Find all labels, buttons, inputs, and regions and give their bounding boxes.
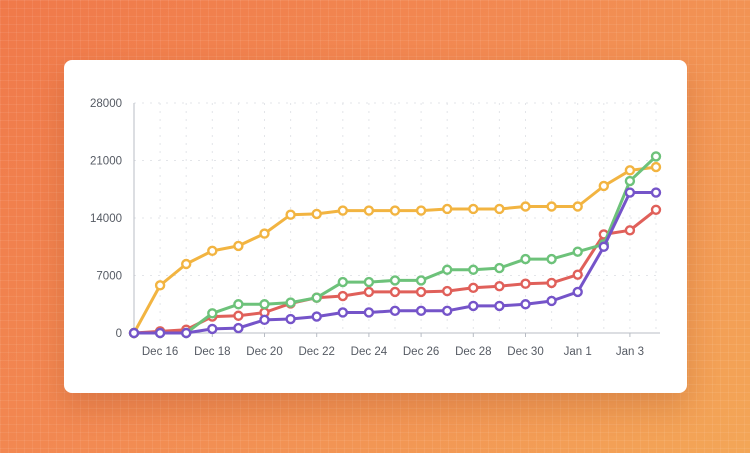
data-point[interactable] xyxy=(180,258,192,270)
data-point[interactable] xyxy=(624,165,636,176)
x-tick-label: Dec 24 xyxy=(351,346,388,358)
data-point[interactable] xyxy=(363,307,375,318)
data-point[interactable] xyxy=(468,282,479,294)
data-point[interactable] xyxy=(154,327,166,339)
data-point[interactable] xyxy=(650,151,662,162)
data-point[interactable] xyxy=(572,286,583,298)
data-point[interactable] xyxy=(311,208,322,220)
data-point[interactable] xyxy=(311,292,322,303)
data-point[interactable] xyxy=(259,314,270,326)
series-3 xyxy=(128,187,662,339)
data-point[interactable] xyxy=(520,253,531,265)
data-point[interactable] xyxy=(154,280,166,291)
data-point[interactable] xyxy=(233,322,244,334)
data-point[interactable] xyxy=(285,313,296,325)
series-layer xyxy=(128,151,662,339)
data-point[interactable] xyxy=(389,205,401,216)
data-point[interactable] xyxy=(546,253,557,265)
data-point[interactable] xyxy=(363,205,375,216)
data-point[interactable] xyxy=(598,241,609,252)
data-point[interactable] xyxy=(285,209,296,220)
data-point[interactable] xyxy=(311,311,322,322)
data-point[interactable] xyxy=(546,277,557,289)
data-point[interactable] xyxy=(389,305,401,317)
data-point[interactable] xyxy=(233,310,244,321)
data-point[interactable] xyxy=(546,295,557,307)
data-point[interactable] xyxy=(337,205,348,216)
series-0 xyxy=(128,161,662,339)
data-point[interactable] xyxy=(494,203,505,215)
data-point[interactable] xyxy=(468,264,479,275)
y-tick-label: 28000 xyxy=(90,98,122,110)
data-point[interactable] xyxy=(259,228,270,239)
data-point[interactable] xyxy=(442,285,453,297)
data-point[interactable] xyxy=(128,327,140,339)
data-point[interactable] xyxy=(180,327,192,339)
data-point[interactable] xyxy=(598,180,609,192)
data-point[interactable] xyxy=(572,246,583,257)
y-tick-labels: 0 7000 14000 21000 28000 xyxy=(90,98,122,340)
data-point[interactable] xyxy=(442,264,453,275)
data-point[interactable] xyxy=(233,299,244,310)
x-tick-label: Dec 20 xyxy=(246,346,282,358)
y-tick-label: 14000 xyxy=(90,213,122,225)
x-tick-label: Jan 1 xyxy=(564,346,592,358)
chart-card: 0 7000 14000 21000 28000 Dec 16 Dec 18 Dec 20 D… xyxy=(64,60,687,393)
data-point[interactable] xyxy=(468,300,479,312)
x-tick-label: Jan 3 xyxy=(616,346,644,358)
y-tick-label: 7000 xyxy=(96,271,122,283)
data-point[interactable] xyxy=(442,203,453,215)
data-point[interactable] xyxy=(389,275,401,286)
data-point[interactable] xyxy=(520,299,531,310)
data-point[interactable] xyxy=(363,276,375,288)
x-tick-label: Dec 22 xyxy=(298,346,334,358)
data-point[interactable] xyxy=(207,323,218,335)
data-point[interactable] xyxy=(494,262,505,274)
data-point[interactable] xyxy=(572,269,583,280)
data-point[interactable] xyxy=(285,297,296,308)
data-point[interactable] xyxy=(624,225,636,236)
x-tick-labels: Dec 16 Dec 18 Dec 20 Dec 22 Dec 24 Dec 26 Dec … xyxy=(142,333,644,358)
x-tick-label: Dec 26 xyxy=(403,346,439,358)
data-point[interactable] xyxy=(624,175,636,187)
data-point[interactable] xyxy=(624,187,636,198)
data-point[interactable] xyxy=(363,286,375,298)
data-point[interactable] xyxy=(442,305,453,317)
data-point[interactable] xyxy=(233,240,244,252)
data-point[interactable] xyxy=(259,299,270,310)
data-point[interactable] xyxy=(337,307,348,318)
data-point[interactable] xyxy=(650,161,662,173)
data-point[interactable] xyxy=(207,245,218,257)
data-point[interactable] xyxy=(494,280,505,292)
data-point[interactable] xyxy=(337,290,348,302)
data-point[interactable] xyxy=(650,204,662,215)
data-point[interactable] xyxy=(337,276,348,288)
y-tick-label: 21000 xyxy=(90,156,122,168)
grid-lines xyxy=(134,102,660,333)
data-point[interactable] xyxy=(572,201,583,212)
x-tick-label: Dec 30 xyxy=(507,346,543,358)
data-point[interactable] xyxy=(207,308,218,319)
data-point[interactable] xyxy=(415,305,427,317)
x-tick-label: Dec 18 xyxy=(194,346,230,358)
data-point[interactable] xyxy=(468,203,479,215)
data-point[interactable] xyxy=(415,286,427,298)
data-point[interactable] xyxy=(546,201,557,212)
data-point[interactable] xyxy=(415,205,427,216)
data-point[interactable] xyxy=(415,275,427,286)
data-point[interactable] xyxy=(520,201,531,212)
data-point[interactable] xyxy=(494,300,505,312)
x-tick-label: Dec 28 xyxy=(455,346,491,358)
data-point[interactable] xyxy=(389,286,401,298)
data-point[interactable] xyxy=(520,278,531,289)
y-tick-label: 0 xyxy=(116,328,122,340)
x-tick-label: Dec 16 xyxy=(142,346,178,358)
data-point[interactable] xyxy=(650,187,662,198)
